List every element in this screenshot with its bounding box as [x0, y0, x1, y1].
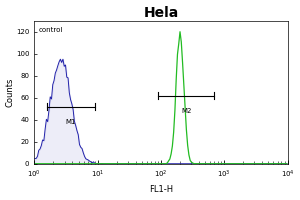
X-axis label: FL1-H: FL1-H — [149, 185, 173, 194]
Text: control: control — [38, 27, 62, 33]
Title: Hela: Hela — [143, 6, 178, 20]
Y-axis label: Counts: Counts — [6, 78, 15, 107]
Text: M1: M1 — [66, 119, 76, 125]
Text: M2: M2 — [181, 108, 191, 114]
